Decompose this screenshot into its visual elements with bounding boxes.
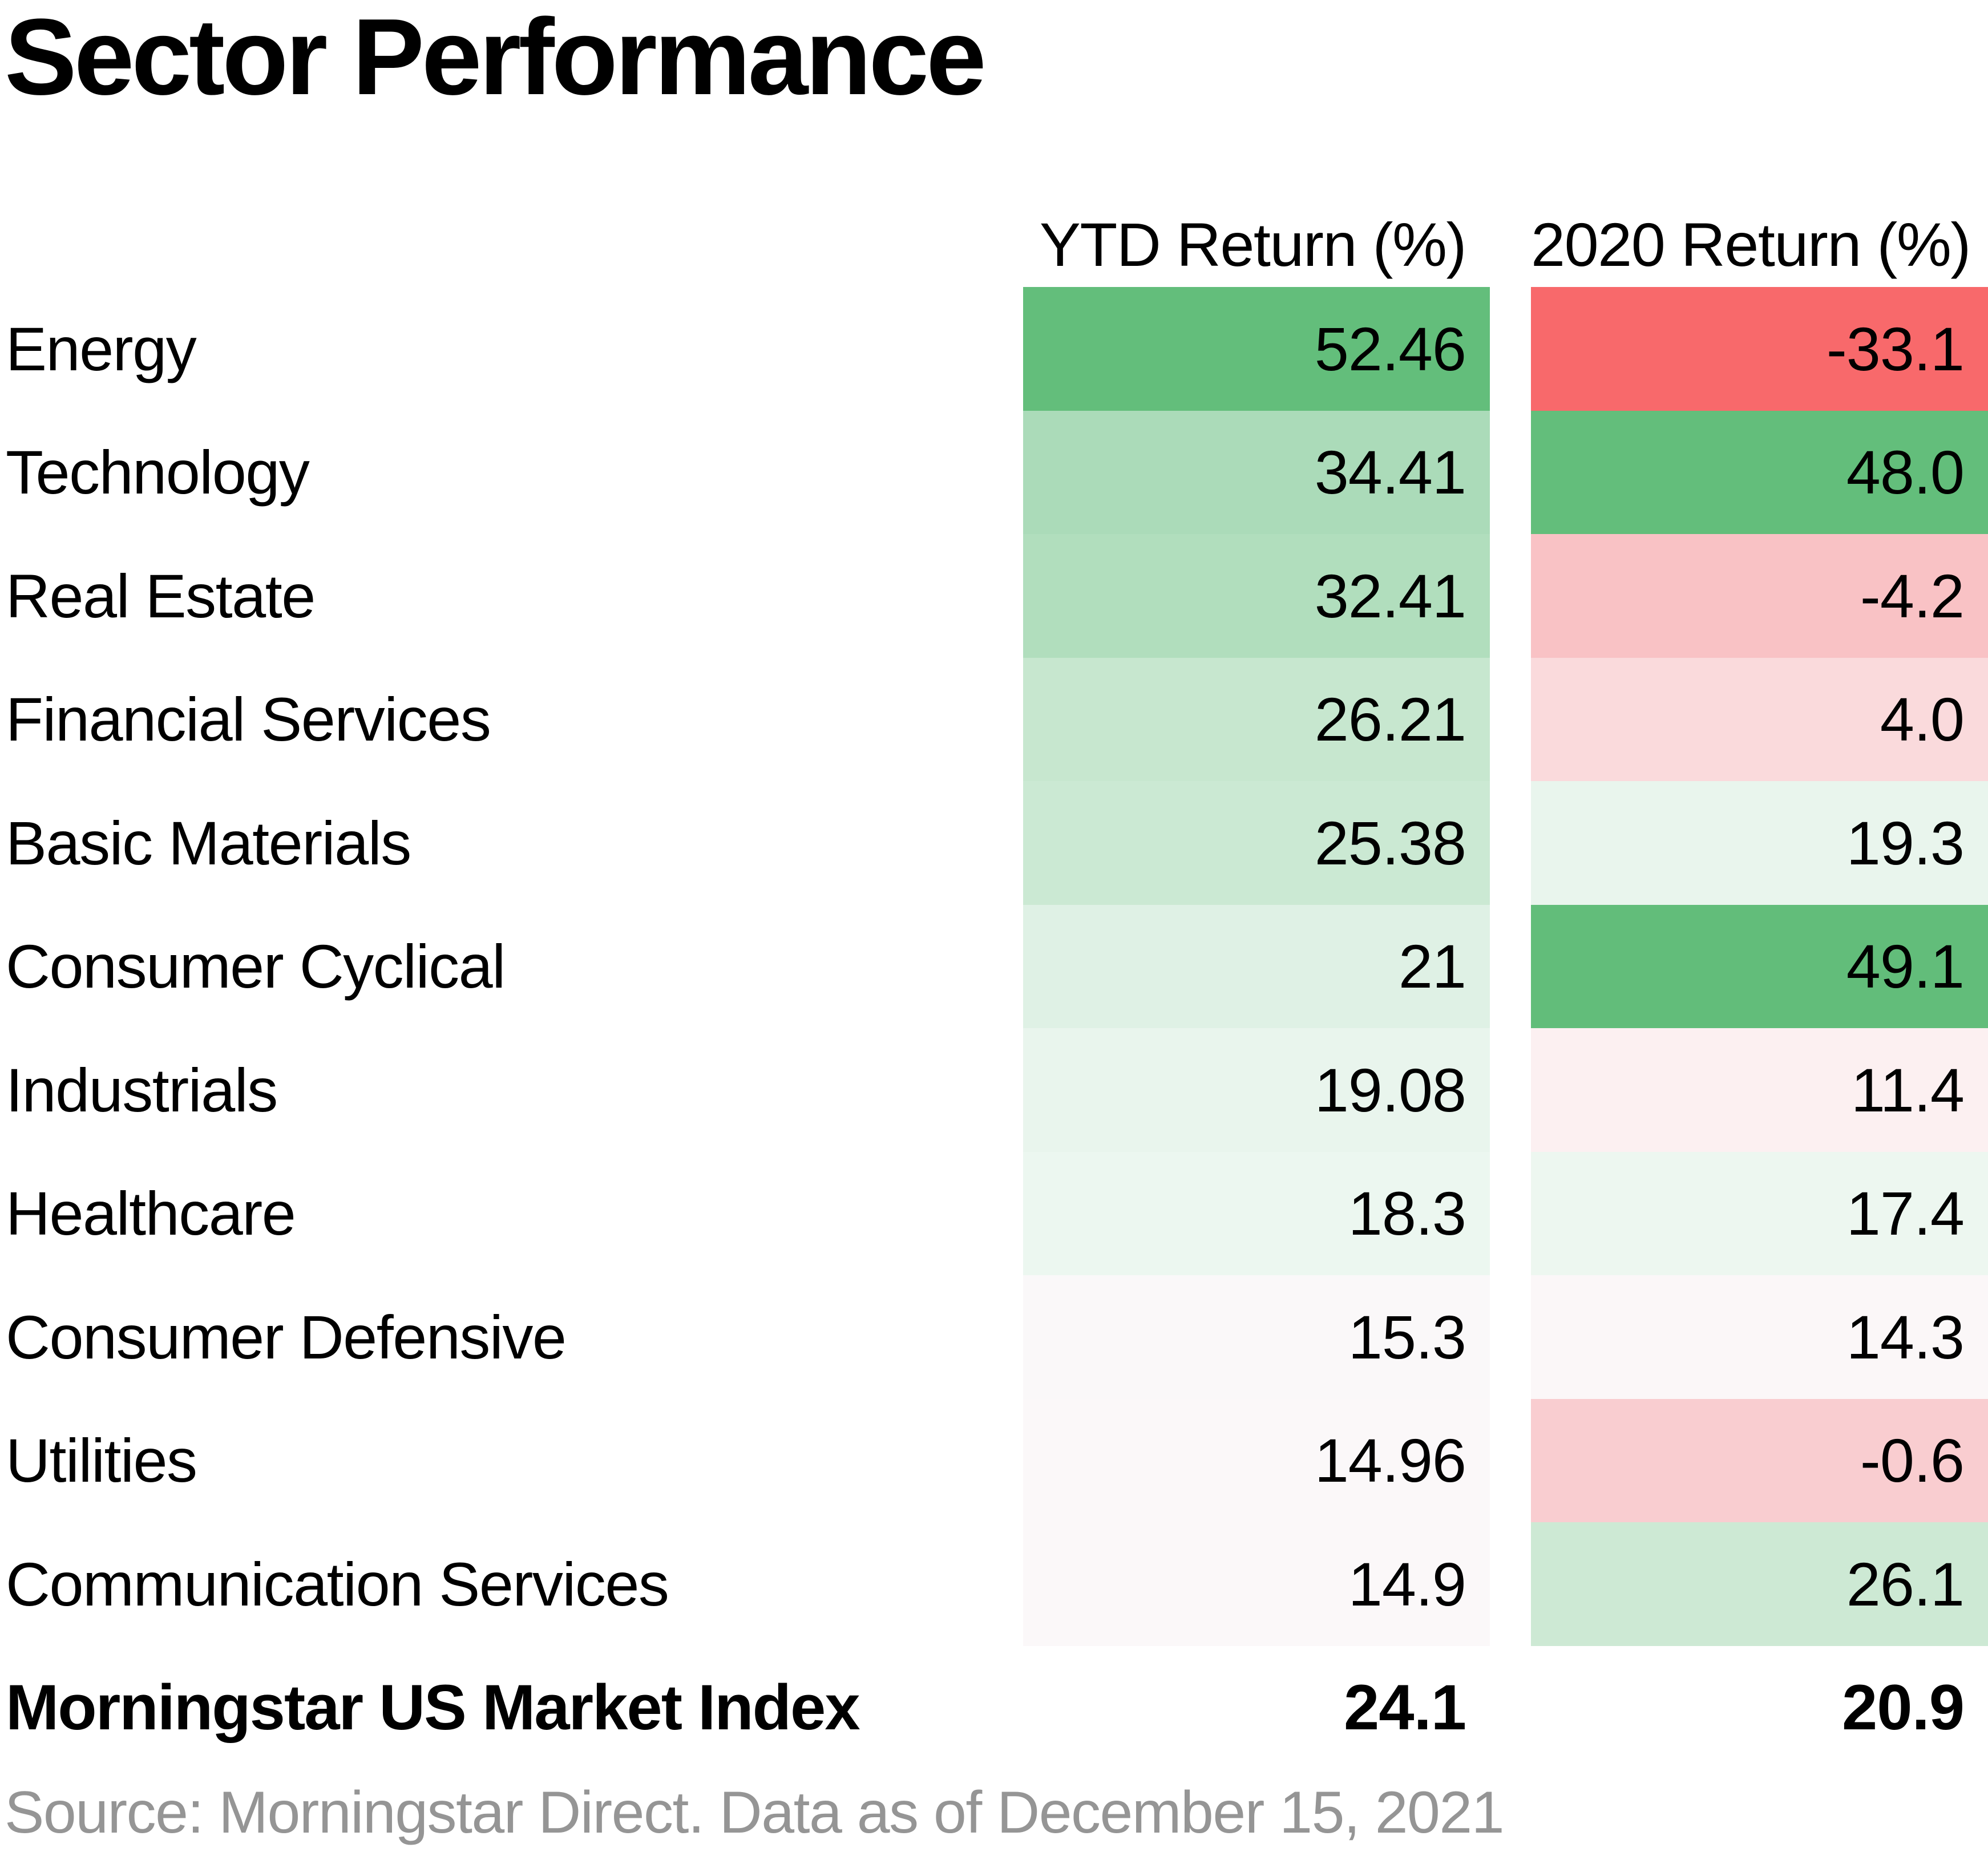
sector-label-8: Consumer Defensive <box>6 1302 567 1372</box>
summary-2020-value: 20.9 <box>1842 1671 1965 1743</box>
return-2020-cell-7: 17.4 <box>1531 1151 1988 1275</box>
ytd-cell-2: 32.41 <box>1023 534 1490 658</box>
sector-label-0: Energy <box>6 314 197 383</box>
sector-label-10: Communication Services <box>6 1549 669 1619</box>
ytd-cell-1: 34.41 <box>1023 410 1490 534</box>
row-gap-8 <box>1490 1275 1531 1399</box>
sector-label-1: Technology <box>6 438 310 507</box>
row-gap-3 <box>1490 657 1531 781</box>
ytd-cell-0: 52.46 <box>1023 287 1490 411</box>
heatmap-table: Energy 52.46 -33.1 Technology 34.41 48.0 Real … <box>0 287 1988 1646</box>
row-gap-4 <box>1490 781 1531 905</box>
return-2020-cell-4: 19.3 <box>1531 781 1988 905</box>
sector-label-3: Financial Services <box>6 685 491 754</box>
return-2020-cell-5: 49.1 <box>1531 904 1988 1028</box>
sector-label-7: Healthcare <box>6 1179 296 1248</box>
return-2020-cell-10: 26.1 <box>1531 1522 1988 1646</box>
row-gap-0 <box>1490 287 1531 411</box>
row-gap-1 <box>1490 410 1531 534</box>
row-gap-6 <box>1490 1028 1531 1152</box>
row-gap-5 <box>1490 904 1531 1028</box>
summary-row: Morningstar US Market Index 24.1 20.9 <box>0 1645 1988 1769</box>
row-gap-7 <box>1490 1151 1531 1275</box>
ytd-cell-8: 15.3 <box>1023 1275 1490 1399</box>
return-2020-cell-1: 48.0 <box>1531 410 1988 534</box>
column-header-ytd-return: YTD Return (%) <box>1039 210 1467 279</box>
sector-label-6: Industrials <box>6 1055 278 1125</box>
sector-label-5: Consumer Cyclical <box>6 932 506 1001</box>
summary-label: Morningstar US Market Index <box>6 1671 860 1743</box>
return-2020-cell-8: 14.3 <box>1531 1275 1988 1399</box>
sector-label-4: Basic Materials <box>6 808 411 878</box>
column-header-2020-return: 2020 Return (%) <box>1531 210 1971 279</box>
return-2020-cell-0: -33.1 <box>1531 287 1988 411</box>
return-2020-cell-2: -4.2 <box>1531 534 1988 658</box>
ytd-cell-6: 19.08 <box>1023 1028 1490 1152</box>
column-headers: YTD Return (%) 2020 Return (%) <box>0 168 1988 282</box>
row-gap-10 <box>1490 1522 1531 1646</box>
ytd-cell-3: 26.21 <box>1023 657 1490 781</box>
ytd-cell-7: 18.3 <box>1023 1151 1490 1275</box>
page-title: Sector Performance <box>5 0 987 118</box>
row-gap-2 <box>1490 534 1531 658</box>
return-2020-cell-9: -0.6 <box>1531 1398 1988 1522</box>
summary-ytd-value: 24.1 <box>1344 1671 1466 1743</box>
sector-label-9: Utilities <box>6 1426 197 1495</box>
sector-label-2: Real Estate <box>6 561 316 630</box>
ytd-cell-9: 14.96 <box>1023 1398 1490 1522</box>
row-gap-9 <box>1490 1398 1531 1522</box>
return-2020-cell-6: 11.4 <box>1531 1028 1988 1152</box>
ytd-cell-4: 25.38 <box>1023 781 1490 905</box>
source-note: Source: Morningstar Direct. Data as of D… <box>5 1780 1505 1846</box>
ytd-cell-5: 21 <box>1023 904 1490 1028</box>
ytd-cell-10: 14.9 <box>1023 1522 1490 1646</box>
return-2020-cell-3: 4.0 <box>1531 657 1988 781</box>
